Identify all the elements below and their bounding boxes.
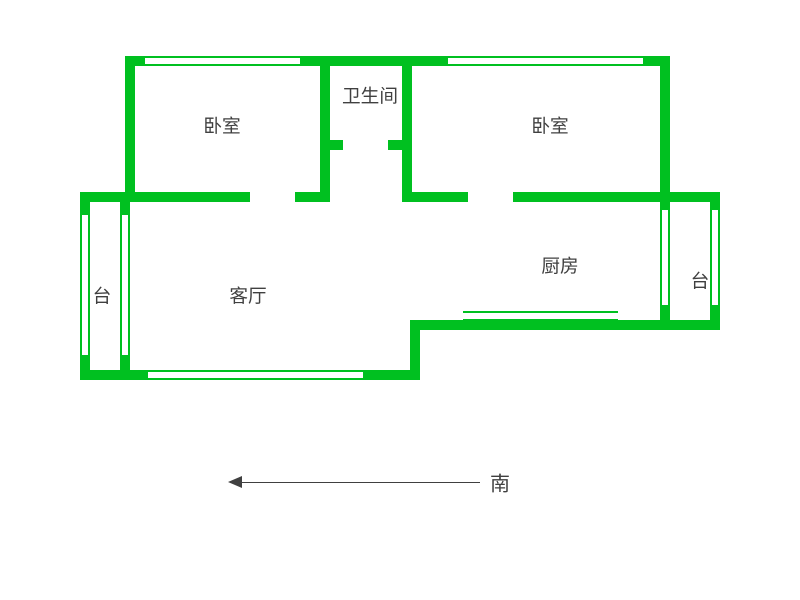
- room-label-balcony_r: 台: [691, 267, 710, 294]
- window: [145, 56, 300, 66]
- room-label-living: 客厅: [229, 282, 266, 309]
- window: [120, 215, 130, 355]
- wall-mid-right: [402, 192, 720, 202]
- direction-arrow-head: [228, 476, 242, 488]
- floor-plan: 卫生间卧室卧室客厅厨房台台南: [0, 0, 800, 600]
- room-label-bedroom_r: 卧室: [531, 112, 568, 139]
- direction-arrow-line: [230, 482, 480, 483]
- wall-upper-right: [660, 56, 670, 202]
- window: [80, 215, 90, 355]
- window: [148, 370, 363, 380]
- wall-bathroom-right: [402, 56, 412, 202]
- room-label-bathroom: 卫生间: [342, 82, 398, 109]
- direction-label: 南: [490, 468, 510, 497]
- door-gap: [250, 192, 295, 202]
- room-label-bedroom_l: 卧室: [203, 112, 240, 139]
- window: [710, 210, 720, 305]
- wall-upper-left: [125, 56, 135, 202]
- window: [660, 210, 670, 305]
- room-label-kitchen: 厨房: [541, 252, 578, 279]
- wall-bedroom-l-right: [320, 56, 330, 202]
- window: [448, 56, 643, 66]
- door-gap: [343, 140, 388, 150]
- room-label-balcony_l: 台: [93, 282, 112, 309]
- window: [463, 311, 618, 321]
- door-gap: [468, 192, 513, 202]
- wall-bottom-right: [410, 320, 720, 330]
